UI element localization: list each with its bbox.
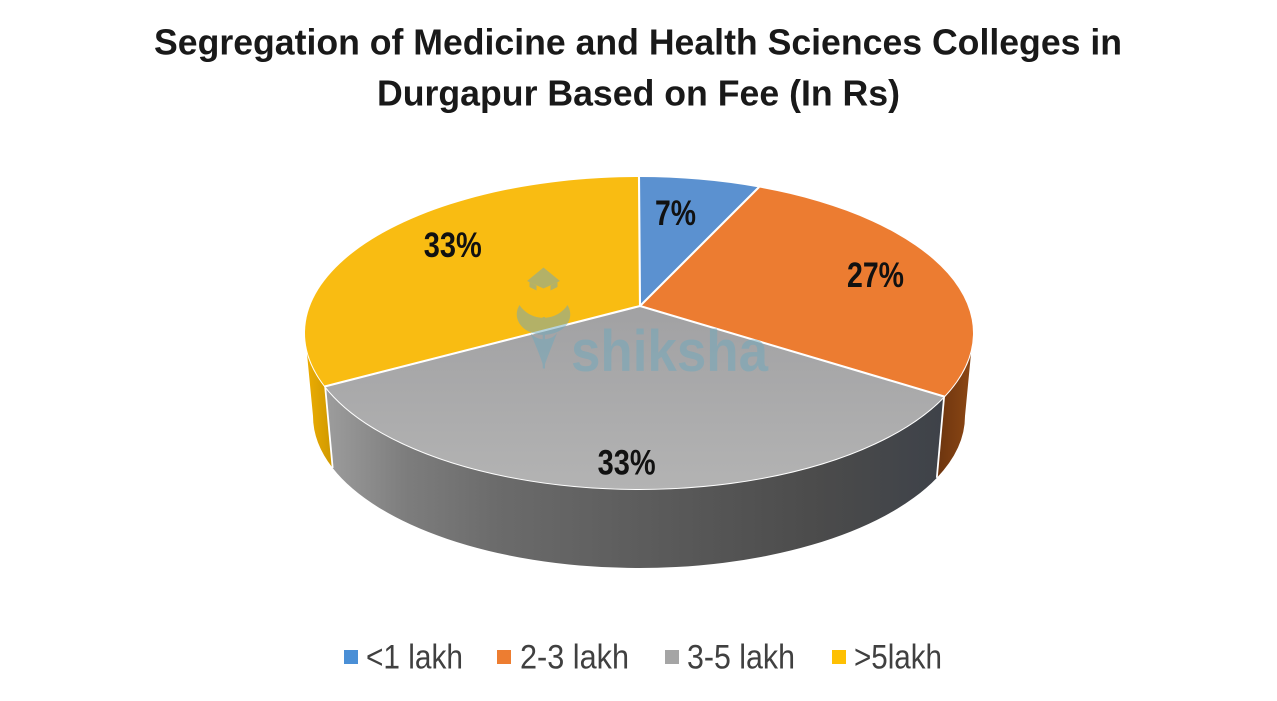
svg-text:7%: 7% bbox=[655, 194, 696, 233]
svg-text:shiksha: shiksha bbox=[571, 319, 769, 384]
svg-text:27%: 27% bbox=[847, 256, 904, 295]
svg-text:3-5 lakh: 3-5 lakh bbox=[687, 639, 795, 677]
svg-text:>5lakh: >5lakh bbox=[854, 639, 942, 677]
svg-text:Durgapur Based on Fee (In Rs): Durgapur Based on Fee (In Rs) bbox=[377, 73, 900, 114]
svg-text:Segregation of Medicine and He: Segregation of Medicine and Health Scien… bbox=[154, 22, 1122, 63]
svg-text:33%: 33% bbox=[598, 444, 656, 483]
svg-text:33%: 33% bbox=[424, 226, 482, 265]
svg-text:2-3 lakh: 2-3 lakh bbox=[520, 639, 629, 677]
svg-text:<1 lakh: <1 lakh bbox=[366, 639, 463, 677]
